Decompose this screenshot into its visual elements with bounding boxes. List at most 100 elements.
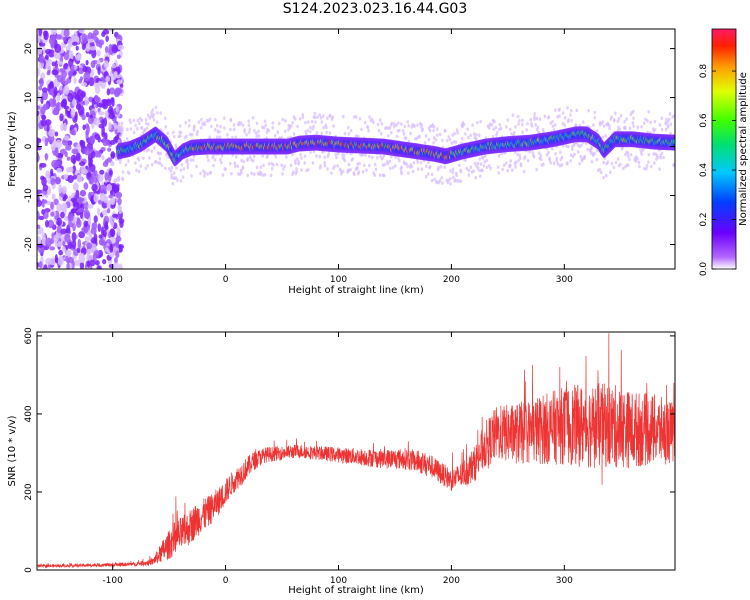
- heatmap-faint-cell: [387, 134, 390, 138]
- heatmap-faint-cell: [637, 160, 641, 165]
- heatmap-faint-cell: [259, 165, 263, 169]
- heatmap-faint-cell: [330, 171, 333, 175]
- heatmap-noise-cell: [89, 46, 97, 51]
- heatmap-faint-cell: [652, 152, 656, 156]
- heatmap-noise-cell: [97, 223, 102, 233]
- heatmap-faint-cell: [228, 161, 232, 166]
- heatmap-faint-cell: [300, 156, 303, 160]
- heatmap-faint-cell: [535, 116, 539, 121]
- heatmap-faint-cell: [583, 154, 586, 159]
- heatmap-noise-cell: [41, 176, 47, 187]
- heatmap-faint-cell: [166, 131, 170, 135]
- heatmap-faint-cell: [528, 149, 531, 154]
- heatmap-faint-cell: [601, 135, 604, 140]
- heatmap-noise-cell: [50, 29, 57, 36]
- heatmap-noise-cell: [101, 31, 106, 38]
- spectrogram-x-axis-label: Height of straight line (km): [288, 285, 424, 296]
- heatmap-faint-cell: [590, 146, 593, 151]
- heatmap-faint-cell: [247, 130, 251, 135]
- heatmap-noise-cell: [54, 51, 61, 60]
- heatmap-faint-cell: [658, 123, 662, 127]
- heatmap-faint-cell: [121, 177, 125, 182]
- snr-line: [37, 333, 675, 569]
- heatmap-faint-cell: [495, 130, 499, 135]
- heatmap-faint-cell: [358, 161, 361, 166]
- heatmap-faint-cell: [432, 136, 436, 140]
- heatmap-faint-cell: [412, 124, 416, 128]
- heatmap-faint-cell: [628, 157, 631, 162]
- heatmap-faint-cell: [212, 163, 215, 168]
- heatmap-faint-cell: [602, 160, 605, 165]
- heatmap-faint-cell: [203, 122, 206, 127]
- heatmap-faint-cell: [283, 164, 286, 168]
- heatmap-faint-cell: [127, 159, 130, 163]
- heatmap-faint-cell: [647, 110, 650, 114]
- heatmap-faint-cell: [264, 123, 267, 128]
- heatmap-faint-cell: [341, 169, 345, 174]
- heatmap-faint-cell: [119, 160, 122, 165]
- heatmap-noise-cell: [60, 211, 65, 219]
- heatmap-faint-cell: [167, 166, 171, 171]
- heatmap-faint-cell: [240, 170, 243, 175]
- heatmap-noise-cell: [103, 117, 108, 127]
- heatmap-faint-cell: [364, 153, 367, 157]
- heatmap-faint-cell: [335, 155, 338, 160]
- heatmap-noise-cell: [57, 60, 63, 65]
- heatmap-faint-cell: [530, 124, 534, 128]
- heatmap-faint-cell: [152, 112, 155, 117]
- heatmap-faint-cell: [632, 124, 635, 129]
- colorbar-ticks: 0.0 0.2 0.4 0.6 0.8: [699, 64, 736, 276]
- heatmap-faint-cell: [419, 160, 423, 165]
- heatmap-faint-cell: [137, 169, 141, 174]
- heatmap-noise-cell: [89, 135, 96, 145]
- heatmap-noise-cell: [97, 173, 104, 183]
- heatmap-faint-cell: [440, 175, 444, 180]
- heatmap-faint-cell: [134, 123, 137, 128]
- heatmap-faint-cell: [532, 153, 535, 158]
- heatmap-faint-cell: [478, 157, 482, 161]
- heatmap-noise-cell: [111, 44, 118, 54]
- heatmap-faint-cell: [476, 161, 480, 166]
- heatmap-noise-cell: [106, 208, 111, 214]
- heatmap-faint-cell: [428, 164, 432, 169]
- heatmap-faint-cell: [646, 118, 649, 123]
- heatmap-faint-cell: [516, 114, 520, 119]
- heatmap-faint-cell: [343, 158, 347, 163]
- heatmap-faint-cell: [309, 150, 312, 154]
- heatmap-noise-cell: [101, 98, 108, 104]
- spectrogram-x-tick-label: 100: [330, 275, 347, 285]
- heatmap-faint-cell: [277, 121, 281, 126]
- heatmap-faint-cell: [479, 162, 483, 166]
- heatmap-faint-cell: [169, 169, 173, 173]
- colorbar-label: Normalized spectral amplitude: [738, 72, 749, 226]
- heatmap-faint-cell: [593, 115, 597, 120]
- heatmap-noise-cell: [104, 110, 109, 118]
- heatmap-faint-cell: [592, 123, 595, 127]
- heatmap-noise-cell: [101, 102, 107, 109]
- heatmap-noise-cell: [97, 265, 101, 269]
- heatmap-noise-cell: [108, 112, 115, 120]
- heatmap-noise-cell: [57, 255, 64, 266]
- heatmap-noise-cell: [43, 30, 49, 41]
- heatmap-faint-cell: [552, 161, 556, 166]
- heatmap-faint-cell: [554, 108, 557, 112]
- heatmap-noise-cell: [53, 86, 58, 97]
- heatmap-faint-cell: [449, 181, 452, 186]
- heatmap-faint-cell: [632, 116, 635, 121]
- heatmap-noise-cell: [105, 35, 109, 43]
- heatmap-faint-cell: [280, 163, 284, 167]
- heatmap-noise-cell: [40, 119, 47, 127]
- heatmap-faint-cell: [366, 125, 370, 130]
- heatmap-faint-cell: [269, 173, 273, 178]
- heatmap-noise-cell: [108, 121, 112, 130]
- heatmap-noise-cell: [98, 234, 103, 239]
- heatmap-noise-cell: [64, 233, 71, 243]
- heatmap-faint-cell: [549, 121, 552, 126]
- heatmap-faint-cell: [140, 118, 144, 123]
- heatmap-noise-cell: [75, 151, 81, 161]
- heatmap-faint-cell: [401, 129, 405, 133]
- heatmap-faint-cell: [606, 160, 610, 164]
- heatmap-faint-cell: [535, 167, 538, 172]
- heatmap-faint-cell: [327, 152, 331, 157]
- heatmap-faint-cell: [254, 131, 258, 135]
